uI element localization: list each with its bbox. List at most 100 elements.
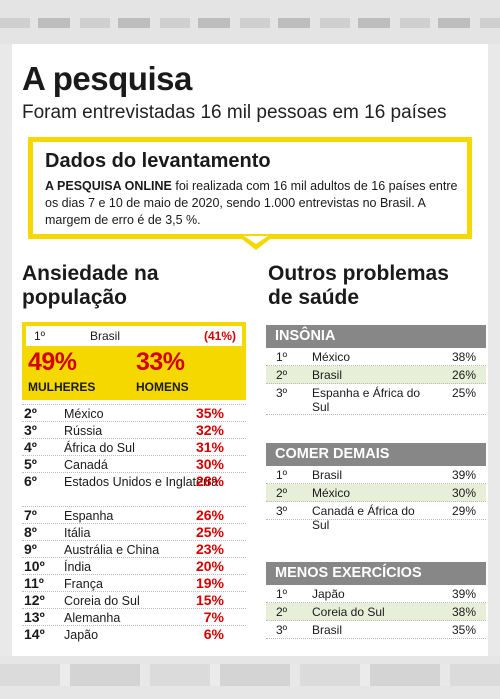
first-place-row: 1º Brasil (41%): [26, 326, 242, 346]
rank-cell: 2º: [276, 605, 288, 619]
country-cell: Rússia: [64, 424, 103, 438]
pct-cell: 29%: [451, 504, 476, 518]
country-cell: Itália: [64, 526, 91, 540]
women-label: MULHERES: [28, 380, 96, 394]
rank-cell: 10º: [24, 558, 45, 574]
page-subtitle: Foram entrevistadas 16 mil pessoas em 16…: [22, 102, 447, 123]
women-pct: 49%: [28, 348, 77, 376]
rank-cell: 7º: [24, 507, 37, 523]
table-row: 7º Espanha 26%: [22, 506, 246, 523]
table-row: 5º Canadá 30%: [22, 455, 246, 472]
survey-info-lead: A PESQUISA ONLINE: [45, 179, 172, 193]
rank-cell: 1º: [276, 350, 288, 364]
rank-cell: 2º: [24, 405, 37, 421]
country-cell: Canadá: [64, 458, 108, 472]
first-place-pct: (41%): [203, 329, 236, 343]
rank-cell: 8º: [24, 524, 37, 540]
table-row: 1º Brasil 39%: [266, 466, 486, 484]
rank-cell: 3º: [24, 422, 37, 438]
health-section-title: Outros problemas de saúde: [268, 262, 449, 310]
background-strip-top: [0, 0, 500, 44]
country-cell: Brasil: [312, 468, 343, 482]
pct-cell: 39%: [451, 587, 476, 601]
survey-info-title: Dados do levantamento: [45, 150, 271, 172]
pct-cell: 38%: [451, 350, 476, 364]
rank-cell: 3º: [276, 504, 288, 518]
country-cell: México: [64, 407, 104, 421]
table-row: 13º Alemanha 7%: [22, 608, 246, 625]
background-strip-bottom: [0, 656, 500, 699]
less-exercise-card: MENOS EXERCÍCIOS 1º Japão 39% 2º Coreia do S…: [266, 562, 486, 639]
anxiety-ranking-list: 2º México 35% 3º Rússia 32% 4º África do Sul 31%…: [22, 404, 246, 642]
rank-cell: 2º: [276, 368, 288, 382]
pct-cell: 19%: [195, 575, 224, 591]
table-row: 2º México 30%: [266, 484, 486, 502]
table-row: 10º Índia 20%: [22, 557, 246, 574]
men-label: HOMENS: [136, 380, 189, 394]
country-cell: Índia: [64, 560, 92, 574]
health-title-line1: Outros problemas: [268, 262, 449, 285]
country-cell: Espanha e África do Sul: [312, 386, 421, 414]
pct-cell: 25%: [195, 524, 224, 540]
table-row: 8º Itália 25%: [22, 523, 246, 540]
insomnia-rows: 1º México 38% 2º Brasil 26% 3º Espanha e África…: [266, 348, 486, 415]
rank-cell: 1º: [276, 587, 288, 601]
rank-cell: 9º: [24, 541, 37, 557]
insomnia-card: INSÔNIA 1º México 38% 2º Brasil 26% 3º Espanha …: [266, 325, 486, 415]
table-row: 12º Coreia do Sul 15%: [22, 591, 246, 608]
table-row: 6º Estados Unidos e Inglaterra 28%: [22, 472, 246, 506]
country-cell: Japão: [312, 587, 345, 601]
callout-pointer-inner: [244, 236, 268, 244]
rank-cell: 3º: [276, 623, 288, 637]
pct-cell: 31%: [195, 439, 224, 455]
pct-cell: 26%: [195, 507, 224, 523]
overeating-card: COMER DEMAIS 1º Brasil 39% 2º México 30% 3º Can…: [266, 443, 486, 532]
men-pct: 33%: [136, 348, 185, 376]
survey-info-text: A PESQUISA ONLINE foi realizada com 16 m…: [45, 178, 465, 229]
country-cell: Brasil: [312, 623, 343, 637]
country-cell: México: [312, 350, 351, 364]
table-row: 2º Brasil 26%: [266, 366, 486, 384]
survey-info-box: Dados do levantamento A PESQUISA ONLINE …: [28, 137, 472, 239]
pct-cell: 30%: [195, 456, 224, 472]
pct-cell: 6%: [203, 626, 224, 642]
country-cell: Coreia do Sul: [312, 605, 385, 619]
country-cell: Japão: [64, 628, 99, 642]
table-row: 2º Coreia do Sul 38%: [266, 603, 486, 621]
first-place-rank: 1º: [34, 329, 46, 343]
pct-cell: 23%: [195, 541, 224, 557]
survey-info-body: foi realizada com 16 mil adultos de 16 p…: [45, 179, 458, 227]
rank-cell: 14º: [24, 626, 45, 642]
pct-cell: 28%: [195, 473, 224, 489]
anxiety-section-title: Ansiedade na população: [22, 262, 159, 310]
table-row: 9º Austrália e China 23%: [22, 540, 246, 557]
country-cell: Coreia do Sul: [64, 594, 140, 608]
pct-cell: 26%: [451, 368, 476, 382]
rank-cell: 4º: [24, 439, 37, 455]
country-cell: Estados Unidos e Inglaterra: [64, 475, 219, 489]
table-row: 3º Rússia 32%: [22, 421, 246, 438]
rank-cell: 2º: [276, 486, 288, 500]
country-cell: Austrália e China: [64, 543, 160, 557]
pct-cell: 32%: [195, 422, 224, 438]
rank-cell: 6º: [24, 473, 37, 489]
table-row: 14º Japão 6%: [22, 625, 246, 642]
country-cell: Espanha: [64, 509, 114, 523]
rank-cell: 3º: [276, 386, 288, 400]
health-title-line2: de saúde: [268, 286, 360, 309]
country-cell: Alemanha: [64, 611, 121, 625]
pct-cell: 20%: [195, 558, 224, 574]
anxiety-title-line1: Ansiedade na: [22, 262, 159, 285]
country-cell: África do Sul: [64, 441, 135, 455]
pct-cell: 7%: [203, 609, 224, 625]
pct-cell: 39%: [451, 468, 476, 482]
anxiety-title-line2: população: [22, 286, 128, 309]
insomnia-header: INSÔNIA: [266, 325, 486, 348]
table-row: 1º México 38%: [266, 348, 486, 366]
pct-cell: 35%: [195, 405, 224, 421]
table-row: 1º Japão 39%: [266, 585, 486, 603]
pct-cell: 25%: [451, 386, 476, 400]
table-row: 11º França 19%: [22, 574, 246, 591]
country-cell: México: [312, 486, 351, 500]
